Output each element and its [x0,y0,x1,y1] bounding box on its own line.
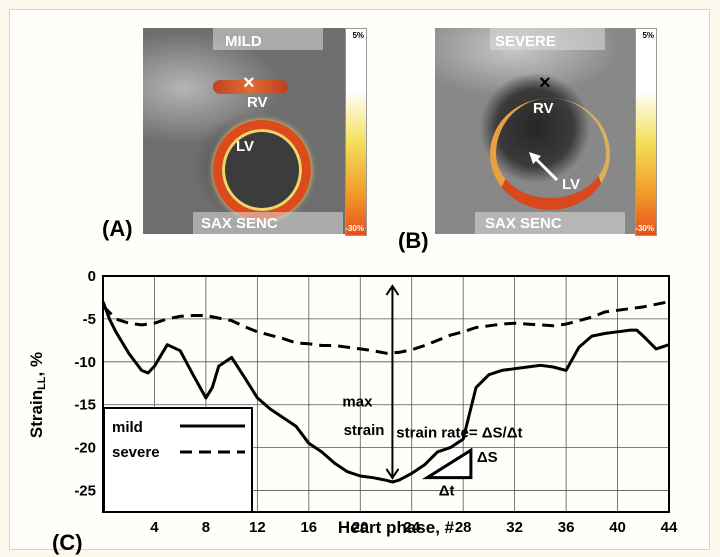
rate-triangle [421,447,473,480]
mri-footer: SAX SENC [485,215,562,232]
x-tick-labels: 4 8 12 16 20 24 28 32 36 40 44 [150,519,678,536]
series-lines [101,300,670,484]
strain-rate-label: strain rate= ΔS/Δt [396,424,522,441]
x-tick-label: 16 [300,519,317,536]
y-tick-label: -20 [74,440,96,457]
scale-top-label: 5% [352,31,364,40]
legend-label-mild: mild [112,419,143,436]
y-tick-label: -10 [74,354,96,371]
lv-label: LV [236,138,255,155]
colorbar-severe: 5% -30% [635,28,657,236]
series-line-mild [101,301,670,484]
marker-x: × [243,72,255,94]
mri-panel-severe: SEVERE × RV LV SAX SENC [435,28,655,234]
legend-label-severe: severe [112,444,160,461]
y-axis-label-sub: LL [36,376,48,390]
x-tick-label: 12 [249,519,266,536]
arrow-head-top [385,284,400,296]
x-tick-label: 20 [352,519,369,536]
scale-bottom-label: -30% [345,224,364,233]
y-tick-label: -5 [83,311,96,328]
y-axis-label: StrainLL, % [27,352,48,438]
panel-label-c: (C) [52,530,83,555]
y-tick-labels: 0 -5 -10 -15 -20 -25 [74,268,96,500]
max-strain-label-line2: strain [344,422,385,439]
delta-s-label: ΔS [477,449,498,466]
rv-label: RV [247,94,268,111]
y-tick-label: 0 [88,268,96,285]
scale-top-label: 5% [642,31,654,40]
x-tick-label: 24 [403,519,420,536]
x-tick-label: 40 [609,519,626,536]
panel-label-b: (B) [398,228,429,253]
delta-t-label: Δt [439,483,455,500]
y-tick-label: -15 [74,397,96,414]
y-tick-label: -25 [74,483,96,500]
lv-label: LV [562,176,581,193]
mri-title: SEVERE [495,33,556,50]
y-axis-label-unit: , % [27,352,46,377]
mri-footer: SAX SENC [201,215,278,232]
footer-band [193,212,343,234]
footer-band [475,212,625,234]
x-axis-label: Heart phase, # [338,518,455,537]
plot-frame [102,275,670,513]
mri-panel-mild: MILD × RV LV SAX SENC [143,28,365,234]
x-tick-label: 4 [150,519,159,536]
mri-title: MILD [225,33,262,50]
series-line-severe [101,300,670,355]
rv-label: RV [533,100,554,117]
x-tick-label: 44 [661,519,678,536]
scale-bottom-label: -30% [635,224,654,233]
x-tick-label: 32 [506,519,523,536]
y-axis-label-main: Strain [27,390,46,438]
annotations: max strain strain rate= ΔS/Δt ΔS Δt [342,284,522,500]
title-band [490,28,605,50]
title-band [213,28,323,50]
max-strain-label-line1: max [342,393,373,410]
arrow-head-bottom [385,468,400,480]
x-tick-label: 8 [202,519,210,536]
marker-x: × [539,72,551,94]
lv-pointer-arrow [529,152,559,182]
colorbar-mild: 5% -30% [345,28,367,236]
rv-highlight [213,80,288,94]
panel-label-a: (A) [102,216,133,241]
x-tick-label: 28 [455,519,472,536]
x-tick-label: 36 [558,519,575,536]
